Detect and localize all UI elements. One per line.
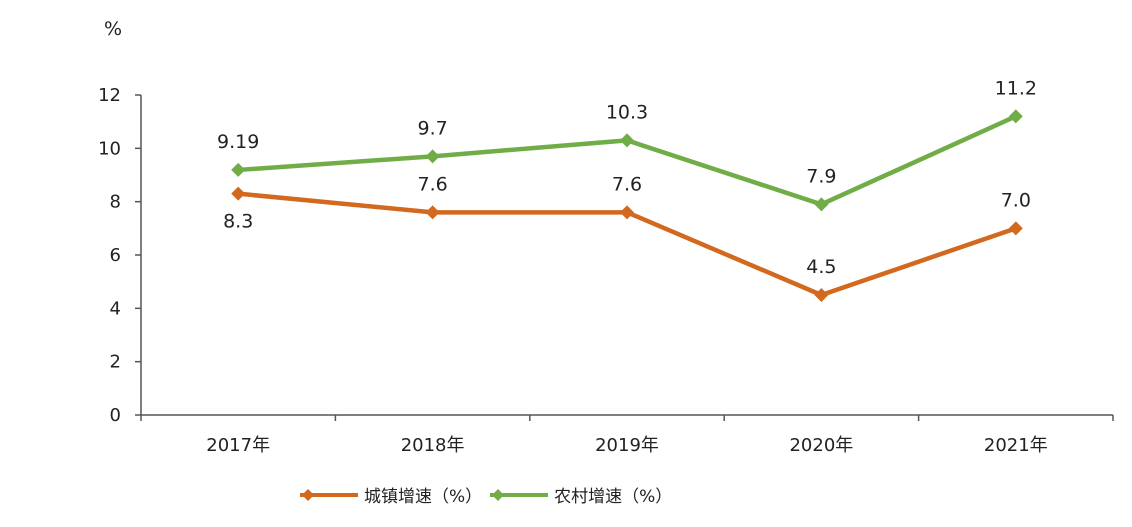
x-tick-label: 2021年 [984, 435, 1048, 456]
data-point-1 [620, 133, 634, 148]
legend-label-urban: 城镇增速（%） [364, 487, 483, 507]
data-label-1: 10.3 [606, 101, 648, 123]
legend: 城镇增速（%） 农村增速（%） [298, 482, 678, 507]
data-point-1 [231, 162, 246, 177]
data-point-1 [1008, 109, 1023, 124]
x-tick-label: 2017年 [206, 435, 270, 456]
y-tick-label: 8 [110, 192, 121, 213]
series-layer [231, 109, 1023, 302]
legend-swatch-rural [490, 488, 549, 501]
data-point-0 [1008, 221, 1023, 236]
axes: 0 2 4 6 8 10 12 2017年 2018年 2019年 2020年 2021年 [98, 85, 1114, 456]
data-point-0 [814, 288, 829, 302]
legend-item-rural: 农村增速（%） [488, 482, 672, 507]
y-tick-label: 2 [110, 352, 121, 373]
data-label-0: 7.6 [612, 173, 642, 195]
data-point-1 [814, 197, 829, 212]
y-tick-label: 0 [110, 405, 121, 426]
data-label-1: 9.7 [417, 117, 447, 139]
data-label-1: 11.2 [995, 77, 1037, 99]
data-label-0: 7.6 [417, 173, 447, 195]
y-tick-label: 10 [98, 138, 121, 159]
legend-label-rural: 农村增速（%） [554, 487, 673, 507]
data-point-0 [425, 205, 440, 220]
y-tick-label: 6 [110, 245, 121, 266]
data-label-1: 9.19 [217, 131, 259, 153]
y-tick-label: 12 [98, 85, 121, 106]
data-label-1: 7.9 [806, 165, 836, 187]
legend-item-urban: 城镇增速（%） [298, 482, 482, 507]
x-tick-label: 2018年 [401, 435, 465, 456]
data-label-0: 4.5 [806, 256, 836, 278]
legend-swatch-urban [300, 488, 358, 501]
data-point-1 [425, 149, 440, 164]
data-label-0: 7.0 [1001, 189, 1031, 211]
y-axis-unit: % [104, 18, 123, 40]
data-point-0 [231, 186, 246, 201]
data-labels: 8.3 7.6 7.6 4.5 7.0 9.19 9.7 10.3 7.9 11.2 [217, 77, 1037, 278]
y-tick-label: 4 [110, 298, 121, 319]
x-tick-label: 2020年 [789, 435, 853, 456]
x-tick-label: 2019年 [595, 435, 659, 456]
data-point-0 [620, 205, 634, 220]
data-label-0: 8.3 [223, 211, 253, 233]
